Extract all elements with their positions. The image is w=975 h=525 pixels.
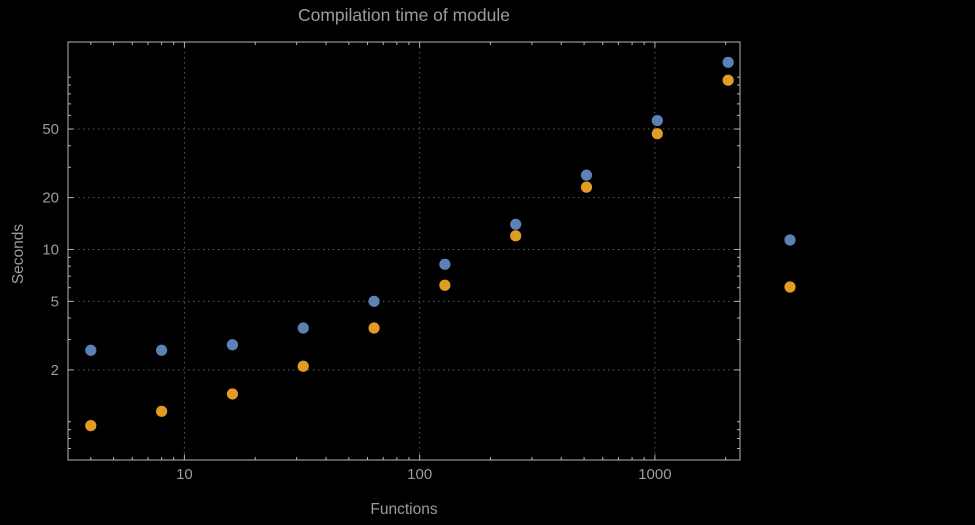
y-tick-label: 10 [42,241,59,258]
x-axis-label: Functions [370,501,438,518]
data-point-series-blue [85,344,97,356]
chart-title: Compilation time of module [297,5,511,25]
legend-marker-series-orange [784,281,796,293]
data-point-series-orange [580,181,593,193]
data-point-series-orange [651,128,663,140]
data-point-series-orange [439,279,451,291]
data-point-series-orange [85,420,97,432]
legend-marker-series-blue [784,234,796,246]
data-point-series-blue [439,258,451,270]
x-tick-label: 100 [407,466,432,483]
data-point-series-blue [510,218,522,230]
data-point-series-blue [297,322,309,334]
x-tick-label: 1000 [638,466,671,483]
plot-frame [67,41,741,461]
data-point-series-orange [226,388,239,400]
data-point-series-orange [510,230,522,242]
data-point-series-orange [156,405,168,417]
y-axis-label: Seconds [10,223,27,285]
data-point-series-blue [580,169,593,181]
data-point-series-blue [368,295,380,307]
data-point-series-blue [722,56,734,68]
data-point-series-blue [651,114,663,127]
data-point-series-blue [156,344,168,356]
y-tick-label: 2 [51,362,59,379]
data-point-series-blue [226,339,239,351]
y-tick-label: 20 [42,190,59,207]
data-point-series-orange [297,360,309,372]
y-tick-label: 5 [51,293,59,310]
y-tick-label: 50 [42,121,59,138]
x-tick-label: 10 [176,466,193,483]
data-point-series-orange [722,74,734,86]
data-point-series-orange [368,322,380,334]
